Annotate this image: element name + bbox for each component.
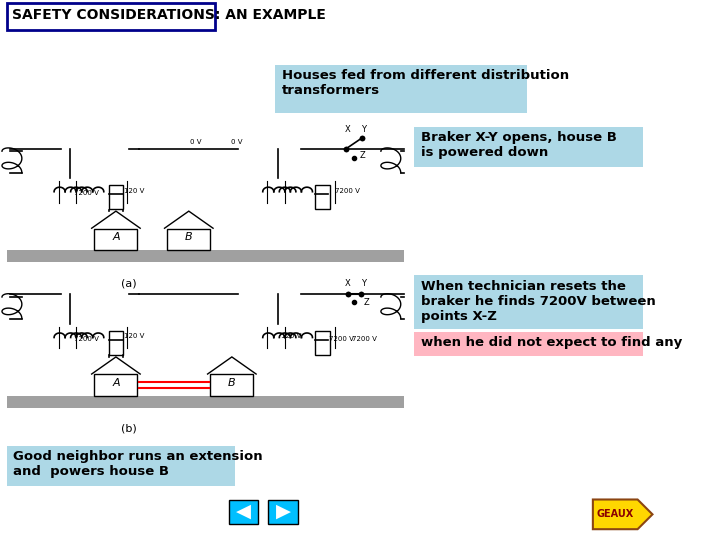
Text: 7200 V: 7200 V <box>73 190 99 196</box>
Text: Houses fed from different distribution
transformers: Houses fed from different distribution t… <box>282 69 569 97</box>
Text: 120 V: 120 V <box>281 333 301 340</box>
Text: X: X <box>344 125 350 134</box>
Text: A: A <box>112 232 120 242</box>
FancyBboxPatch shape <box>6 3 215 30</box>
Text: When technician resets the
braker he finds 7200V between
points X-Z: When technician resets the braker he fin… <box>420 280 655 323</box>
Text: B: B <box>228 378 235 388</box>
Text: 0 V: 0 V <box>231 139 243 145</box>
Text: Y: Y <box>361 279 366 288</box>
Text: 0 V: 0 V <box>189 139 201 145</box>
Text: 7200 V: 7200 V <box>73 335 99 342</box>
Text: Z: Z <box>360 151 366 160</box>
Text: (a): (a) <box>122 278 137 288</box>
Bar <box>109 330 123 355</box>
Text: B: B <box>185 232 193 242</box>
FancyBboxPatch shape <box>275 65 526 113</box>
FancyBboxPatch shape <box>269 500 298 524</box>
Text: X: X <box>344 279 350 288</box>
Bar <box>315 185 330 209</box>
Bar <box>6 250 404 262</box>
Text: A: A <box>112 378 120 388</box>
Text: Y: Y <box>361 125 366 134</box>
Bar <box>6 396 404 408</box>
Text: 120 V: 120 V <box>124 333 144 340</box>
Text: 120 V: 120 V <box>124 187 144 194</box>
FancyBboxPatch shape <box>6 446 235 486</box>
Text: 7200 V: 7200 V <box>352 335 377 342</box>
Text: when he did not expect to find any: when he did not expect to find any <box>420 336 682 349</box>
Text: 7200 V: 7200 V <box>329 335 354 342</box>
Bar <box>315 330 330 355</box>
FancyBboxPatch shape <box>228 500 258 524</box>
Text: GEAUX: GEAUX <box>597 509 634 519</box>
Text: (b): (b) <box>121 424 137 434</box>
Text: Good neighbor runs an extension
and  powers house B: Good neighbor runs an extension and powe… <box>13 450 263 478</box>
Polygon shape <box>593 500 652 529</box>
Text: Braker X-Y opens, house B
is powered down: Braker X-Y opens, house B is powered dow… <box>420 131 616 159</box>
FancyBboxPatch shape <box>414 275 642 329</box>
FancyBboxPatch shape <box>414 127 642 167</box>
Bar <box>109 185 123 209</box>
Text: Z: Z <box>364 298 369 307</box>
FancyBboxPatch shape <box>414 332 642 356</box>
Text: SAFETY CONSIDERATIONS: AN EXAMPLE: SAFETY CONSIDERATIONS: AN EXAMPLE <box>12 8 325 22</box>
Text: ▶: ▶ <box>276 502 291 521</box>
Text: ◀: ◀ <box>236 502 251 521</box>
Text: 7200 V: 7200 V <box>336 187 360 194</box>
